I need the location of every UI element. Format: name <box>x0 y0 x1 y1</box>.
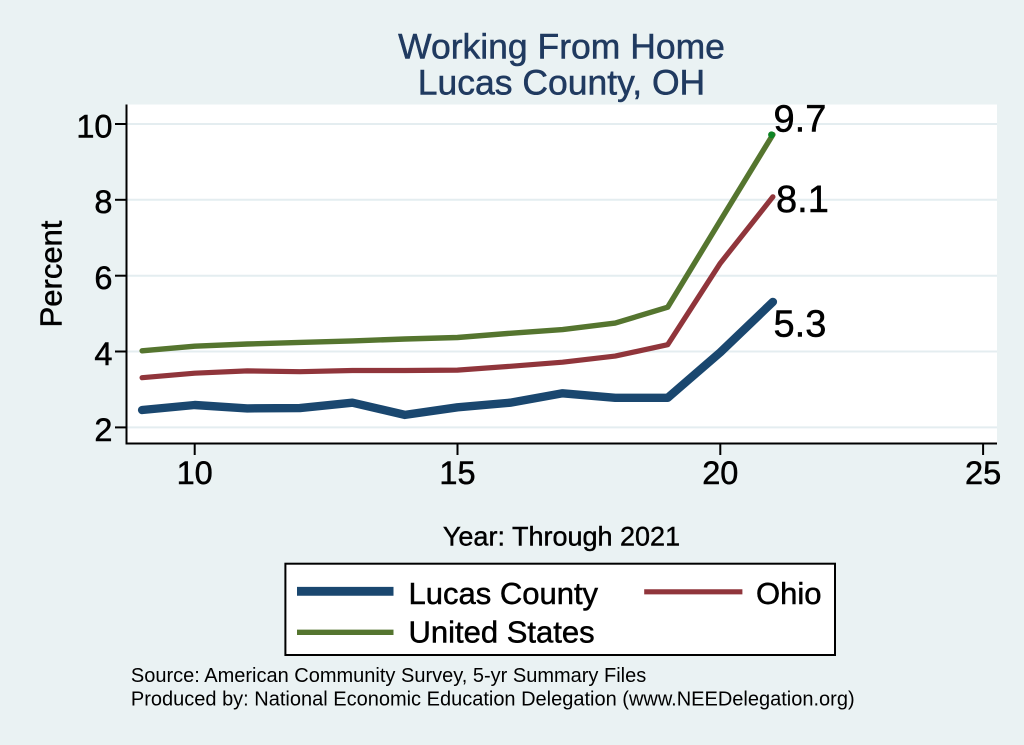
svg-text:Lucas County, OH: Lucas County, OH <box>418 63 705 103</box>
svg-text:6: 6 <box>94 260 112 296</box>
svg-text:20: 20 <box>702 455 738 491</box>
svg-text:Lucas County: Lucas County <box>409 576 599 611</box>
svg-text:5.3: 5.3 <box>774 304 827 346</box>
svg-text:15: 15 <box>439 455 475 491</box>
svg-text:10: 10 <box>177 455 213 491</box>
svg-text:8.1: 8.1 <box>776 179 829 221</box>
svg-text:Ohio: Ohio <box>756 576 821 611</box>
svg-text:Source: American Community Sur: Source: American Community Survey, 5-yr … <box>131 665 646 687</box>
svg-text:9.7: 9.7 <box>774 99 827 141</box>
svg-text:25: 25 <box>965 455 1001 491</box>
svg-text:2: 2 <box>94 412 112 448</box>
svg-text:Produced by: National Economic: Produced by: National Economic Education… <box>131 688 855 710</box>
svg-text:Year: Through 2021: Year: Through 2021 <box>443 522 680 552</box>
svg-text:United States: United States <box>409 615 595 650</box>
svg-text:8: 8 <box>94 184 112 220</box>
svg-text:10: 10 <box>76 108 112 144</box>
svg-text:Percent: Percent <box>34 220 69 327</box>
svg-text:Working From Home: Working From Home <box>398 27 725 67</box>
svg-text:4: 4 <box>94 336 112 372</box>
